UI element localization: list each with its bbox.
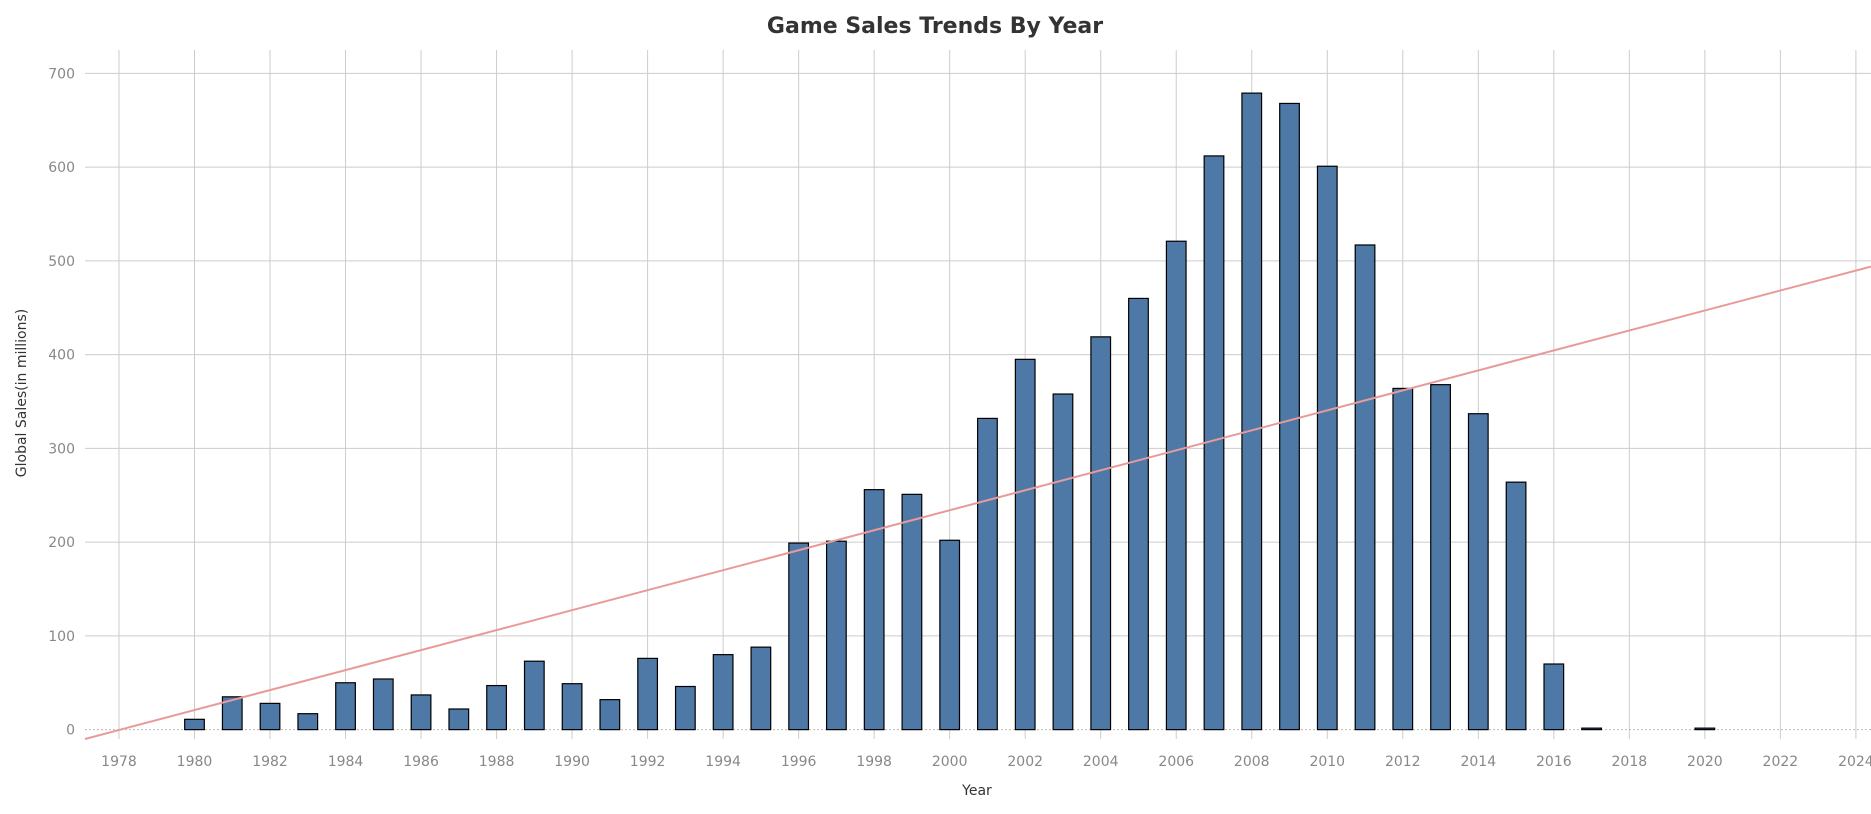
bar [637, 657, 659, 731]
bar [1467, 413, 1489, 731]
x-tick-label: 2004 [1083, 754, 1119, 770]
x-tick-label: 1984 [328, 754, 364, 770]
bar [297, 713, 319, 731]
chart-title: Game Sales Trends By Year [767, 14, 1103, 39]
x-tick-label: 2020 [1687, 754, 1723, 770]
y-tick-label: 0 [66, 723, 75, 739]
x-tick-label: 2012 [1385, 754, 1421, 770]
bar [1505, 481, 1527, 731]
x-tick-label: 1978 [101, 754, 137, 770]
bar [1316, 165, 1338, 731]
bar [259, 702, 281, 731]
y-axis-ticks: 0 100 200 300 400 500 600 700 [48, 66, 75, 738]
y-tick-label: 700 [48, 66, 75, 82]
bar [1052, 393, 1074, 731]
y-axis-label: Global Sales(in millions) [14, 309, 30, 477]
bar [901, 493, 923, 731]
x-tick-label: 1996 [781, 754, 817, 770]
x-tick-label: 2010 [1309, 754, 1345, 770]
bar [1354, 244, 1376, 731]
bar [1694, 727, 1716, 731]
trend-line-group [84, 265, 1871, 740]
x-tick-label: 1986 [403, 754, 439, 770]
bar [599, 699, 621, 731]
x-tick-label: 2014 [1460, 754, 1496, 770]
bar [1241, 92, 1263, 731]
x-tick-label: 1998 [856, 754, 892, 770]
bar [1543, 663, 1565, 731]
bar [1581, 727, 1603, 731]
x-tick-label: 2018 [1612, 754, 1648, 770]
x-tick-label: 2000 [932, 754, 968, 770]
y-tick-label: 300 [48, 441, 75, 457]
bar [523, 660, 545, 731]
bar [825, 540, 847, 731]
bar [448, 708, 470, 731]
bar [674, 685, 696, 731]
x-tick-label: 1990 [554, 754, 590, 770]
x-tick-label: 2024 [1838, 754, 1871, 770]
trend-line [84, 265, 1871, 740]
bar [750, 646, 772, 731]
bar [221, 696, 243, 731]
x-tick-label: 2006 [1158, 754, 1194, 770]
x-tick-label: 2008 [1234, 754, 1270, 770]
bar [1165, 240, 1187, 731]
bar [863, 489, 885, 731]
x-tick-label: 1982 [252, 754, 288, 770]
bar [486, 684, 507, 731]
y-tick-label: 600 [48, 160, 75, 176]
bar [410, 694, 432, 731]
x-tick-label: 1992 [630, 754, 666, 770]
x-axis-ticks: 1978 1980 1982 1984 1986 1988 1990 1992 1994 1996… [101, 754, 1871, 770]
x-tick-label: 2002 [1007, 754, 1043, 770]
bar [1090, 336, 1112, 731]
x-tick-label: 1994 [705, 754, 741, 770]
x-tick-label: 2016 [1536, 754, 1572, 770]
bar [184, 718, 205, 731]
bars [184, 92, 1716, 731]
y-tick-label: 500 [48, 254, 75, 270]
bar [788, 542, 810, 731]
x-tick-label: 1980 [177, 754, 213, 770]
bar [1279, 102, 1300, 731]
x-tick-label: 1988 [479, 754, 515, 770]
y-tick-label: 100 [48, 629, 75, 645]
bar [1430, 384, 1451, 731]
bar [939, 539, 961, 731]
x-tick-label: 2022 [1763, 754, 1799, 770]
bar [977, 417, 998, 731]
bar [1392, 387, 1414, 731]
bar [335, 682, 356, 731]
bar [372, 678, 394, 731]
bar [561, 683, 583, 731]
y-tick-label: 200 [48, 535, 75, 551]
bar [712, 654, 734, 731]
bar [1014, 358, 1036, 731]
y-tick-label: 400 [48, 348, 75, 364]
bar [1128, 297, 1149, 731]
x-axis-label: Year [961, 783, 992, 799]
